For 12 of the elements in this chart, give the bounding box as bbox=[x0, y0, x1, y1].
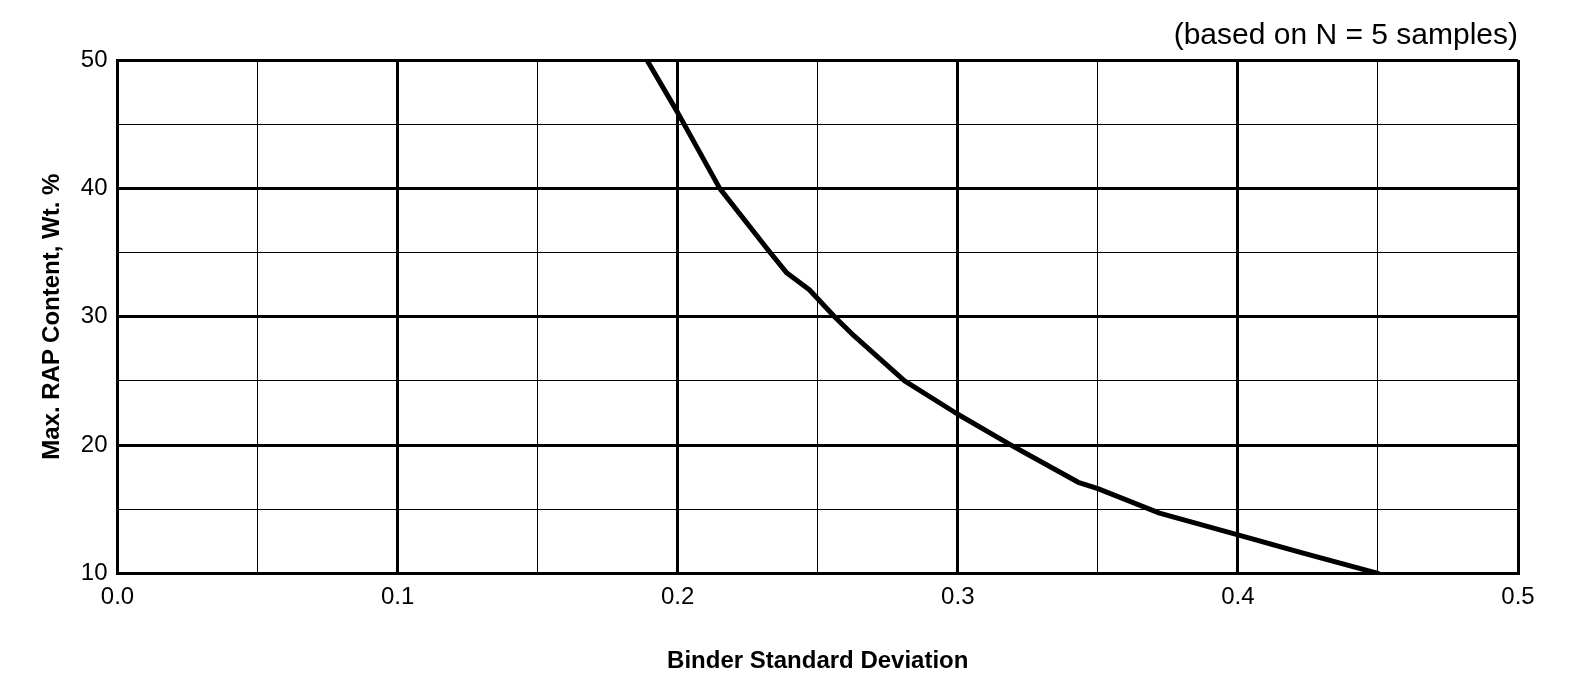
x-tick-label: 0.1 bbox=[380, 582, 415, 610]
chart-subtitle: (based on N = 5 samples) bbox=[1173, 17, 1518, 51]
x-axis-title: Binder Standard Deviation bbox=[667, 646, 969, 674]
x-tick-label: 0.2 bbox=[661, 582, 695, 610]
y-tick-label: 50 bbox=[80, 44, 108, 72]
y-tick-label: 40 bbox=[80, 172, 108, 200]
y-axis-title: Max. RAP Content, Wt. % bbox=[37, 173, 65, 460]
x-tick-label: 0.3 bbox=[941, 582, 975, 610]
x-tick-label: 0.4 bbox=[1221, 582, 1255, 610]
y-tick-label: 30 bbox=[80, 301, 108, 329]
x-tick-label: 0.5 bbox=[1501, 582, 1535, 610]
y-tick-label: 20 bbox=[80, 429, 108, 457]
